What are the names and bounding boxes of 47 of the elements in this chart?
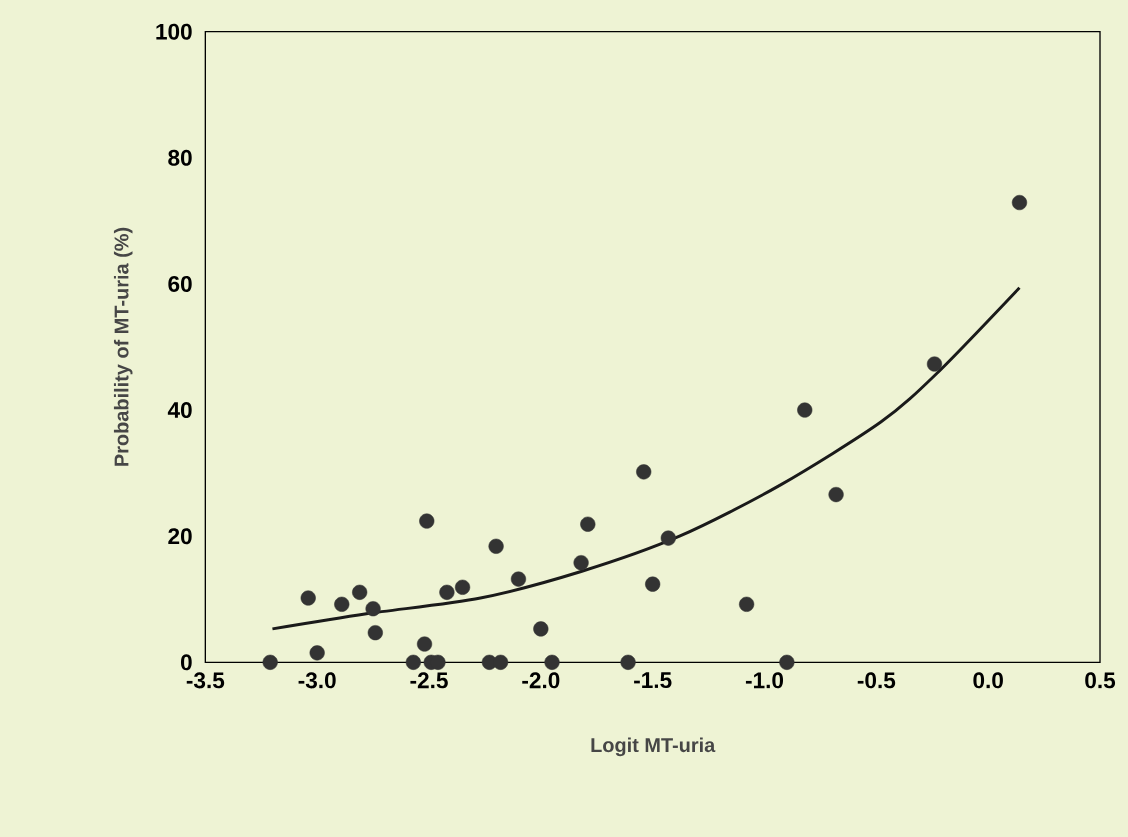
x-tick-label: 0.5 bbox=[1085, 672, 1116, 689]
point bbox=[660, 530, 676, 546]
point bbox=[533, 621, 549, 637]
x-tick-label: -0.5 bbox=[857, 672, 896, 689]
line-series bbox=[270, 286, 1021, 631]
y-tick-label: 20 bbox=[168, 528, 192, 545]
point bbox=[493, 654, 509, 670]
point bbox=[1011, 195, 1028, 211]
y-axis-title: Probability of MT-uria (%) bbox=[113, 227, 133, 466]
point bbox=[488, 538, 504, 554]
point bbox=[636, 464, 652, 480]
x-tick-label: 0.0 bbox=[973, 672, 1003, 689]
x-axis-title: Logit MT-uria bbox=[591, 737, 716, 757]
x-tick-label: -2.0 bbox=[522, 672, 560, 689]
point bbox=[739, 596, 755, 612]
point bbox=[439, 584, 455, 600]
point bbox=[352, 584, 368, 600]
point bbox=[544, 654, 560, 670]
x-tick-label: -1.5 bbox=[634, 672, 672, 689]
x-tick-label: -3.0 bbox=[298, 672, 336, 689]
x-tick-label: -1.0 bbox=[745, 672, 784, 689]
y-tick-label: 0 bbox=[180, 654, 192, 671]
y-tick-label: 80 bbox=[168, 149, 192, 166]
point bbox=[926, 356, 943, 372]
point bbox=[419, 513, 435, 529]
y-tick-label: 40 bbox=[167, 402, 192, 419]
y-tick-label: 100 bbox=[156, 23, 192, 40]
point bbox=[365, 601, 381, 617]
y-tick-label: 60 bbox=[168, 275, 192, 292]
point bbox=[797, 402, 813, 418]
point bbox=[300, 590, 316, 606]
point bbox=[573, 555, 589, 571]
point bbox=[367, 625, 383, 641]
point bbox=[454, 579, 471, 595]
point bbox=[828, 487, 844, 503]
point bbox=[416, 636, 433, 652]
point bbox=[309, 645, 325, 661]
point bbox=[779, 654, 795, 670]
point bbox=[580, 516, 596, 532]
point bbox=[334, 596, 350, 612]
x-tick-label: -2.5 bbox=[410, 672, 448, 689]
point bbox=[262, 654, 278, 670]
point bbox=[620, 654, 636, 670]
point bbox=[645, 576, 661, 592]
point bbox=[510, 571, 527, 587]
x-tick-label: -3.5 bbox=[186, 672, 225, 689]
point bbox=[405, 654, 421, 670]
